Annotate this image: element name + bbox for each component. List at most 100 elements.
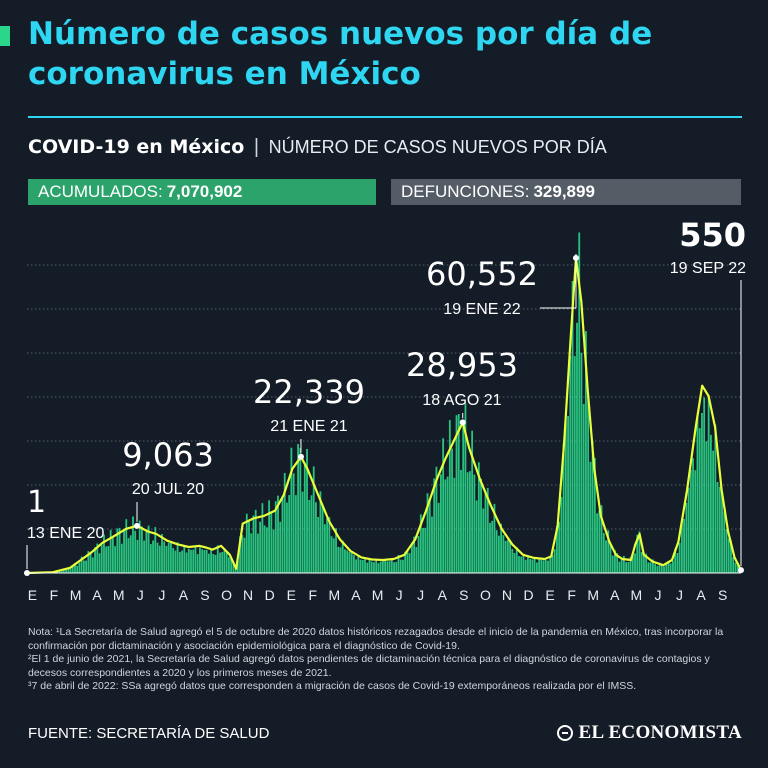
daily-bar	[489, 522, 491, 573]
daily-bar	[493, 503, 496, 573]
daily-bar	[381, 560, 384, 573]
page-title: Número de casos nuevos por día de corona…	[28, 16, 653, 92]
daily-bar	[460, 469, 462, 573]
daily-bar	[692, 458, 694, 573]
annotation-value: 28,953	[406, 346, 518, 384]
daily-bar	[645, 553, 648, 573]
daily-bar	[524, 559, 527, 573]
trend-line	[26, 256, 742, 575]
daily-bar	[236, 560, 239, 573]
daily-bar	[328, 517, 331, 573]
daily-bar	[703, 397, 706, 573]
daily-bar	[337, 546, 340, 573]
daily-bar	[453, 477, 456, 573]
daily-bar	[482, 508, 485, 573]
daily-bar	[544, 559, 547, 573]
daily-bar	[417, 536, 420, 573]
daily-bar	[571, 280, 574, 573]
daily-bar	[567, 416, 569, 573]
daily-bar	[573, 356, 576, 573]
daily-bar	[600, 505, 603, 573]
daily-bar	[257, 533, 259, 573]
daily-bar	[199, 547, 201, 573]
daily-bar	[323, 524, 326, 573]
x-tick-label: F	[567, 587, 576, 603]
daily-bar	[598, 510, 601, 573]
daily-bar	[627, 561, 630, 573]
daily-bar	[533, 558, 536, 573]
daily-bar	[221, 551, 224, 573]
daily-bar	[614, 550, 616, 573]
daily-bar	[156, 542, 159, 573]
daily-bar	[332, 538, 335, 573]
daily-bar	[569, 355, 572, 573]
daily-bar	[656, 565, 659, 573]
subtitle-brand: COVID-19 en México	[28, 136, 245, 158]
daily-bar	[100, 545, 103, 573]
daily-bar	[127, 538, 130, 573]
daily-bar	[609, 544, 612, 573]
daily-bar	[542, 560, 545, 573]
daily-bar	[67, 568, 70, 573]
daily-bar	[274, 501, 277, 573]
daily-bar	[643, 554, 645, 573]
x-tick-label: E	[28, 587, 37, 603]
daily-bar	[553, 549, 556, 573]
daily-bar	[234, 568, 237, 573]
daily-bar	[261, 503, 264, 573]
daily-bar	[62, 570, 65, 573]
note-1: Nota: ¹La Secretaría de Salud agregó el …	[28, 626, 724, 652]
daily-bar	[277, 495, 279, 573]
daily-bar	[408, 553, 411, 573]
daily-bar	[292, 473, 295, 573]
daily-bar	[346, 550, 349, 573]
daily-bar	[607, 530, 610, 573]
daily-bar	[132, 516, 134, 573]
daily-bar	[649, 562, 652, 573]
daily-bar	[196, 554, 199, 573]
daily-bar	[399, 559, 402, 573]
daily-bar	[152, 540, 154, 573]
daily-bar	[230, 558, 233, 573]
daily-bar	[281, 498, 284, 573]
daily-bar	[87, 551, 90, 573]
daily-bar	[319, 491, 322, 573]
daily-bar	[98, 553, 101, 573]
daily-bar	[192, 549, 195, 573]
daily-bar	[138, 520, 141, 573]
x-tick-label: O	[480, 587, 491, 603]
daily-bar	[123, 530, 125, 573]
daily-bar	[141, 526, 143, 573]
daily-bar	[183, 545, 186, 573]
daily-bar	[76, 565, 79, 573]
daily-bar	[326, 517, 329, 573]
daily-bar	[551, 554, 554, 573]
annotation-date: 21 ENE 21	[270, 418, 347, 435]
daily-bar	[187, 548, 190, 573]
daily-bar	[181, 550, 183, 573]
daily-bar	[263, 525, 266, 573]
daily-bar	[366, 562, 369, 573]
daily-bar	[540, 559, 543, 573]
x-tick-label: J	[158, 587, 165, 603]
daily-bar	[431, 516, 433, 573]
chart-notes: Nota: ¹La Secretaría de Salud agregó el …	[28, 626, 744, 694]
daily-bar	[357, 555, 360, 573]
daily-bar	[65, 568, 67, 573]
daily-bar	[359, 559, 362, 573]
daily-bar	[294, 495, 297, 573]
daily-bar	[634, 553, 636, 573]
x-tick-label: S	[718, 587, 727, 603]
daily-bar	[522, 554, 525, 573]
daily-bar	[74, 563, 76, 573]
daily-bar	[638, 531, 641, 573]
daily-bar	[129, 535, 132, 573]
daily-bar	[203, 550, 206, 573]
logo-text: EL ECONOMISTA	[578, 722, 742, 743]
daily-bar	[506, 539, 509, 573]
daily-bar	[718, 486, 721, 573]
daily-bar	[297, 443, 299, 573]
daily-bar	[591, 440, 594, 573]
deaths-badge: DEFUNCIONES: 329,899	[391, 179, 741, 205]
